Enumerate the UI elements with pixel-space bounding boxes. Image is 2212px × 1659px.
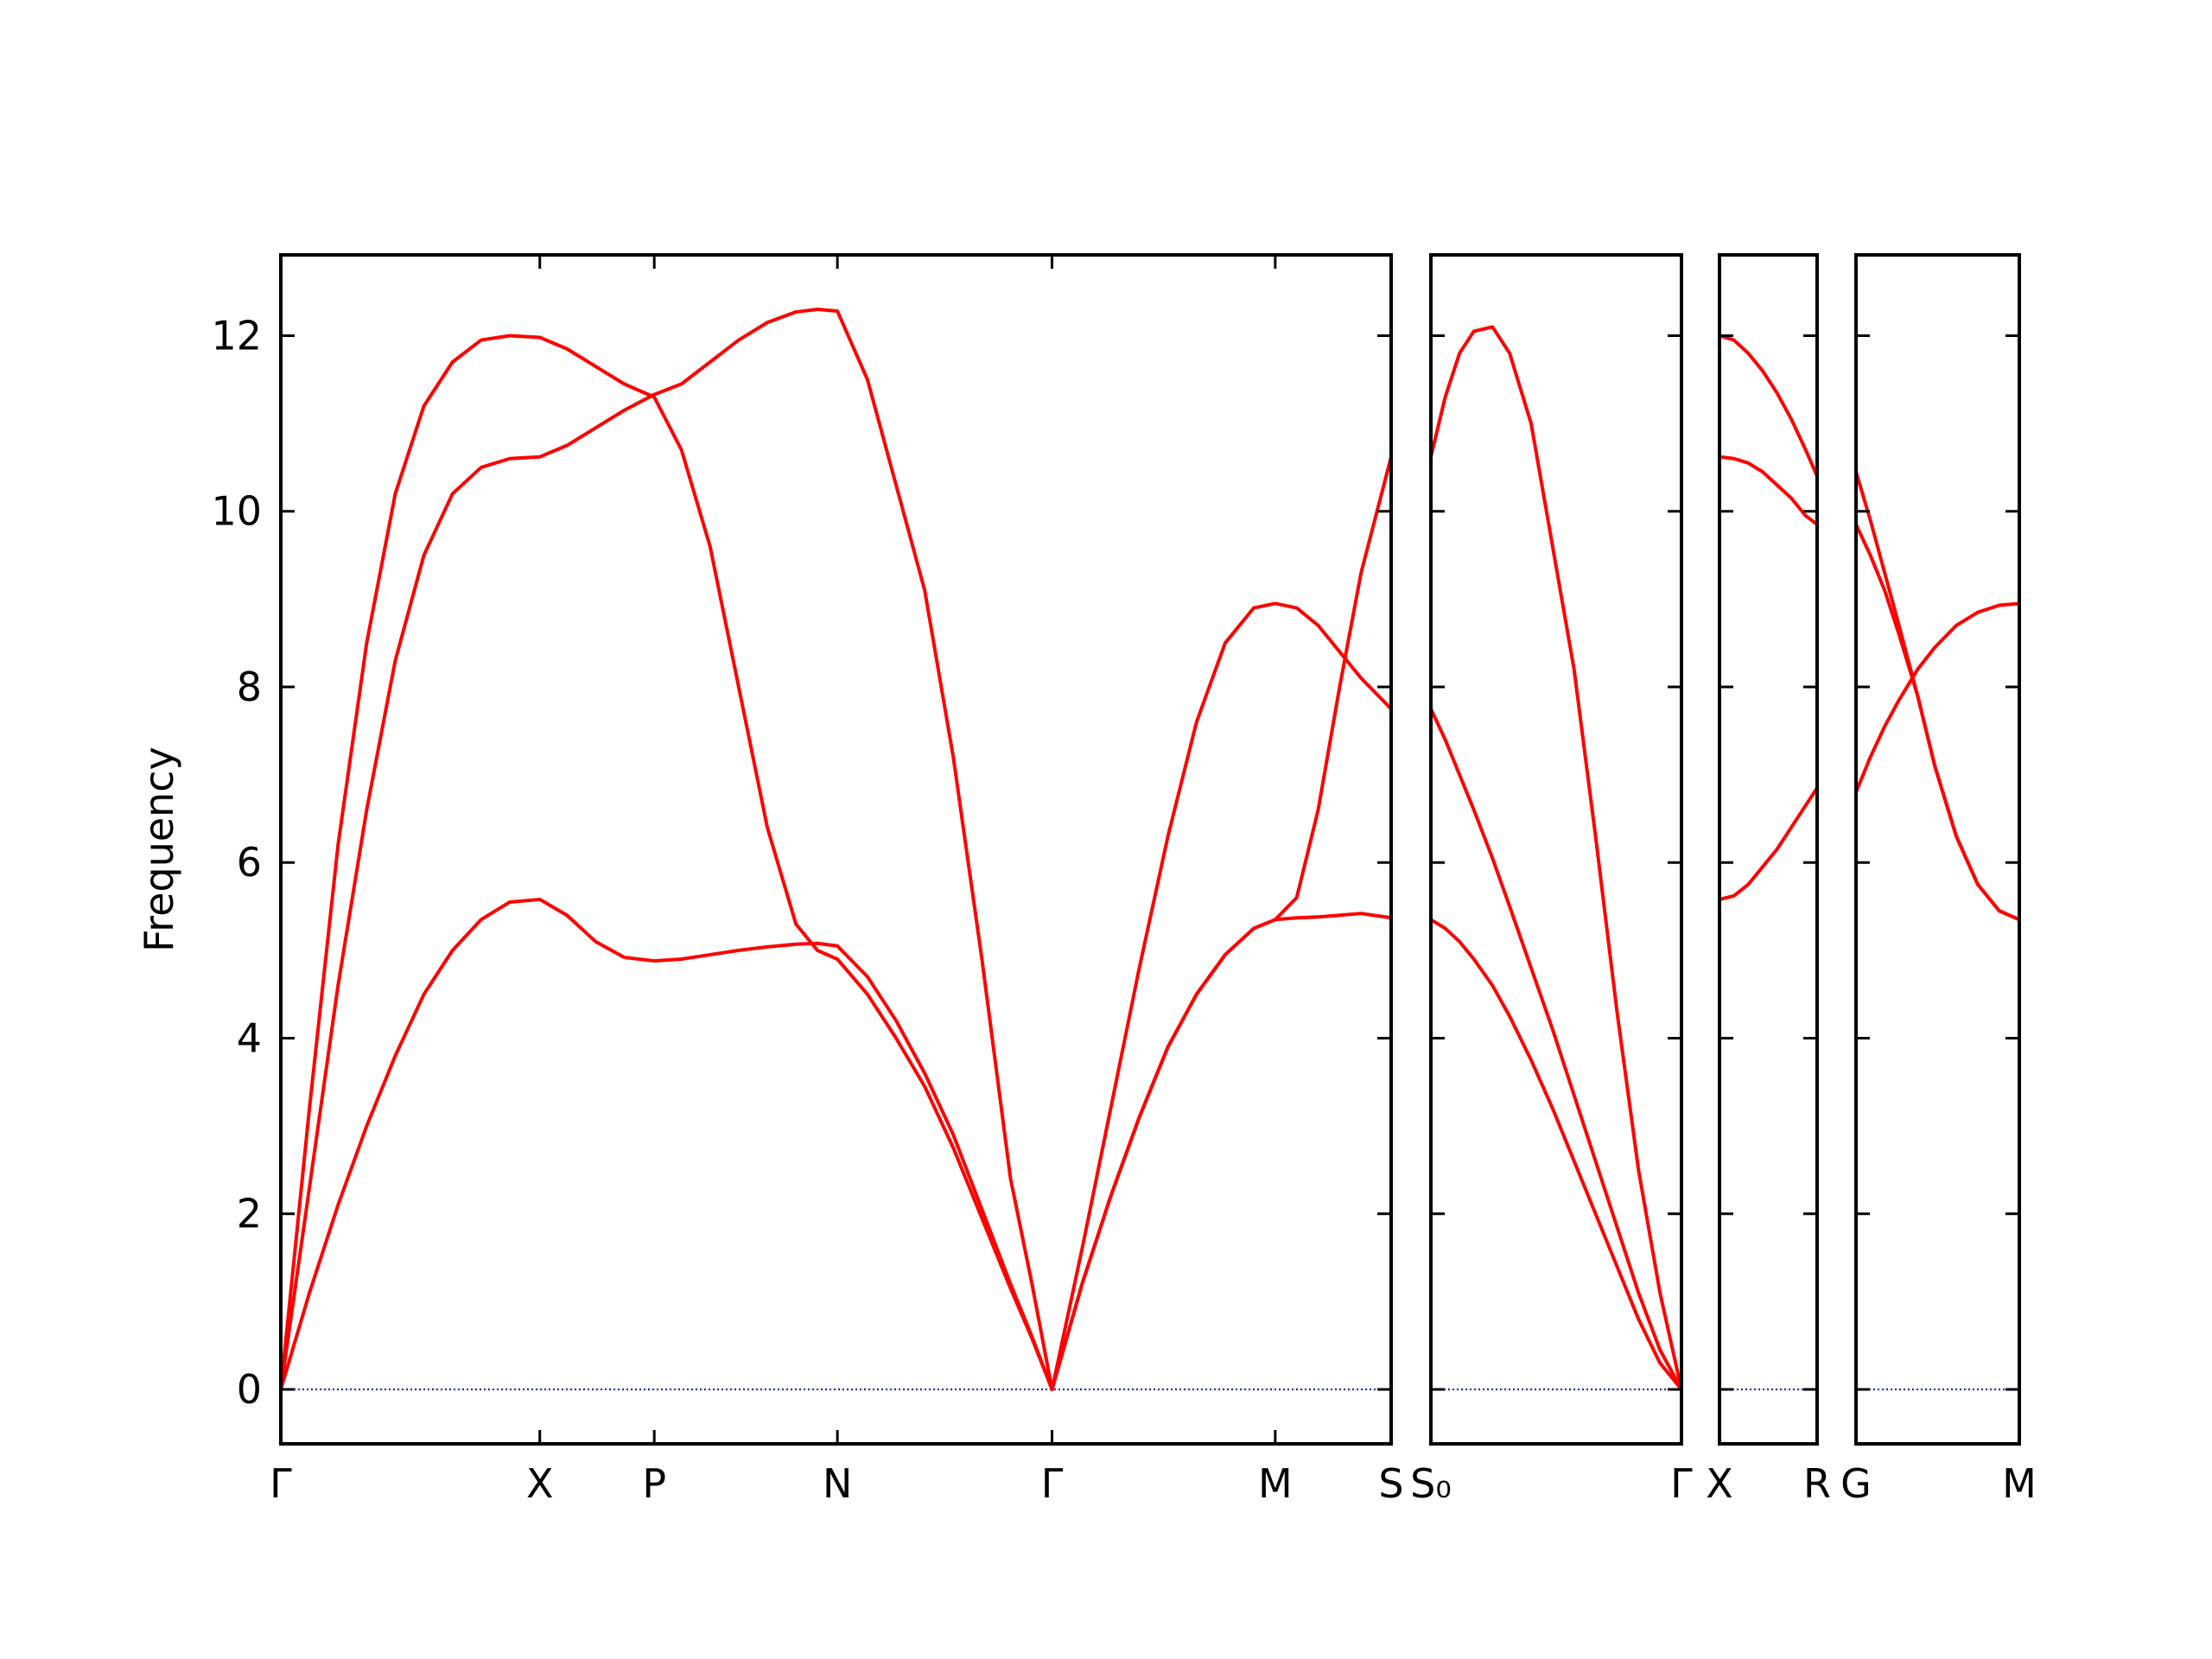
panel-frame (1718, 253, 1819, 1446)
band-line (1719, 334, 1819, 477)
x-tick-label: G (1840, 1460, 1872, 1507)
x-tick-label: S (1378, 1460, 1403, 1507)
band-line (279, 334, 1392, 1391)
y-tick-label: 4 (237, 1014, 262, 1061)
x-tick-label: S₀ (1410, 1460, 1452, 1507)
x-tick-label: M (1258, 1460, 1293, 1507)
y-tick-label: 10 (211, 488, 262, 535)
band-line (1429, 708, 1683, 1390)
band-line (279, 308, 1393, 1391)
panel-frame (279, 253, 1393, 1446)
y-tick-label: 6 (237, 839, 262, 886)
x-tick-label: X (1706, 1460, 1733, 1507)
y-tick-label: 2 (237, 1191, 262, 1237)
band-line (1854, 471, 2020, 922)
band-line (1719, 454, 1819, 526)
band-line (1429, 325, 1683, 1390)
band-line (1854, 601, 2020, 793)
band-line (1429, 918, 1683, 1391)
x-tick-label: Γ (1670, 1460, 1693, 1507)
x-tick-label: M (2002, 1460, 2037, 1507)
y-tick-label: 8 (237, 664, 262, 710)
x-tick-label: P (642, 1460, 666, 1507)
x-tick-label: X (526, 1460, 554, 1507)
y-tick-label: 0 (237, 1366, 262, 1413)
y-axis-label: Frequency (136, 747, 182, 952)
band-line (1719, 786, 1819, 901)
x-tick-label: Γ (270, 1460, 292, 1507)
x-tick-label: N (823, 1460, 852, 1507)
x-tick-label: Γ (1041, 1460, 1064, 1507)
y-tick-label: 12 (211, 312, 262, 359)
band-line (1854, 524, 2020, 922)
band-line (279, 456, 1393, 1391)
panel-frame (1854, 253, 2021, 1446)
panel-frame (1429, 253, 1683, 1446)
x-tick-label: R (1803, 1460, 1831, 1507)
